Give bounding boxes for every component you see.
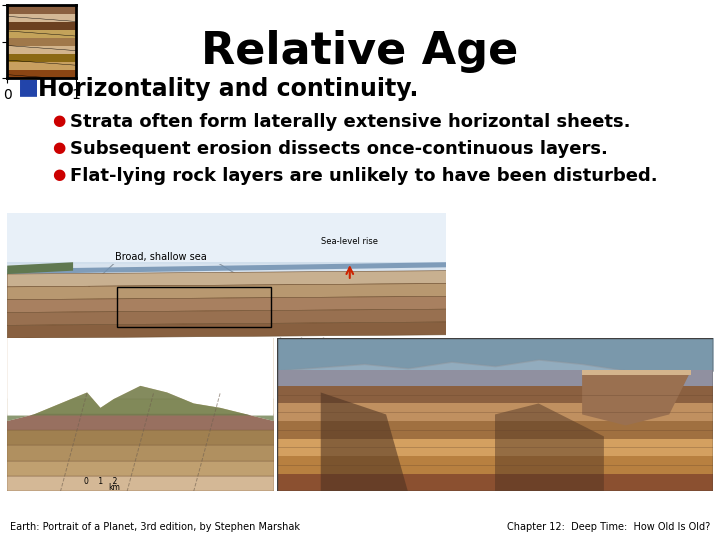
Bar — [277, 474, 713, 491]
Polygon shape — [495, 403, 604, 491]
Bar — [7, 14, 76, 22]
Bar — [7, 262, 446, 274]
Polygon shape — [7, 284, 446, 300]
Bar — [7, 70, 76, 78]
Polygon shape — [7, 262, 446, 274]
Bar — [7, 46, 76, 54]
Bar — [277, 456, 713, 474]
Text: Strata often form laterally extensive horizontal sheets.: Strata often form laterally extensive ho… — [70, 113, 631, 131]
Bar — [277, 338, 713, 370]
Text: km: km — [295, 352, 306, 357]
Text: 0   50  100: 0 50 100 — [279, 342, 318, 348]
Bar — [7, 62, 76, 70]
Bar — [277, 421, 713, 438]
Polygon shape — [7, 461, 274, 476]
Text: Subsequent erosion dissects once-continuous layers.: Subsequent erosion dissects once-continu… — [70, 140, 608, 158]
Text: Flat-lying rock layers are unlikely to have been disturbed.: Flat-lying rock layers are unlikely to h… — [70, 167, 657, 185]
Text: km: km — [108, 483, 120, 492]
Text: Relative Age: Relative Age — [202, 30, 518, 73]
Polygon shape — [582, 370, 691, 375]
Text: Horizontality and continuity.: Horizontality and continuity. — [38, 77, 418, 101]
Text: Chapter 12:  Deep Time:  How Old Is Old?: Chapter 12: Deep Time: How Old Is Old? — [507, 522, 710, 532]
Bar — [7, 30, 76, 38]
Bar — [277, 403, 713, 421]
Bar — [117, 287, 271, 327]
Polygon shape — [7, 399, 274, 415]
Polygon shape — [582, 370, 691, 426]
Polygon shape — [7, 338, 274, 421]
Polygon shape — [7, 296, 446, 313]
Polygon shape — [321, 393, 408, 491]
Polygon shape — [7, 309, 446, 325]
Bar — [277, 386, 713, 403]
Polygon shape — [7, 415, 274, 430]
Text: Broad, shallow sea: Broad, shallow sea — [115, 252, 207, 262]
Polygon shape — [7, 445, 274, 461]
Bar — [7, 54, 76, 62]
Text: ●: ● — [52, 167, 66, 182]
Text: ●: ● — [52, 140, 66, 155]
Text: 0    1    2: 0 1 2 — [84, 477, 117, 485]
Polygon shape — [7, 476, 274, 491]
Bar — [7, 213, 446, 264]
Polygon shape — [7, 262, 73, 274]
Polygon shape — [7, 271, 446, 287]
Polygon shape — [7, 386, 274, 421]
Text: Sea-level rise: Sea-level rise — [321, 237, 378, 246]
Text: Earth: Portrait of a Planet, 3rd edition, by Stephen Marshak: Earth: Portrait of a Planet, 3rd edition… — [10, 522, 300, 532]
Bar — [7, 5, 76, 14]
Polygon shape — [7, 322, 446, 338]
Polygon shape — [7, 430, 274, 445]
Text: ■: ■ — [18, 77, 39, 97]
Bar — [7, 38, 76, 46]
Text: ●: ● — [52, 113, 66, 128]
Bar — [277, 438, 713, 456]
Bar — [277, 370, 713, 386]
Bar — [7, 22, 76, 30]
